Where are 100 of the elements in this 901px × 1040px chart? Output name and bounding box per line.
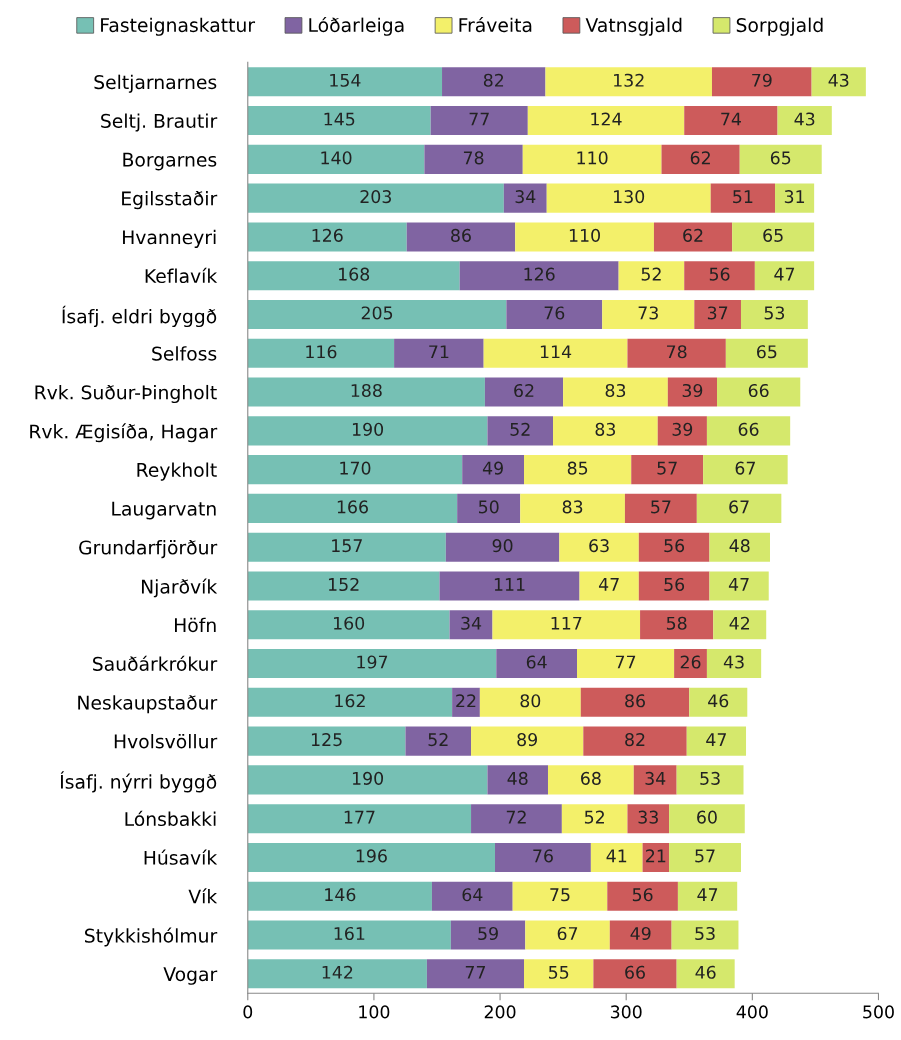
y-tick-label: Hvanneyri [123, 229, 216, 248]
bar [247, 493, 458, 523]
bar [559, 532, 639, 562]
bar [740, 299, 808, 330]
bar [609, 920, 672, 950]
bar [247, 571, 440, 601]
bar [525, 920, 610, 950]
data-label: 146 [325, 888, 356, 902]
bar [247, 765, 488, 795]
data-label: 22 [456, 694, 476, 708]
bar [247, 416, 488, 446]
y-tick-label: Grundarfjörður [79, 540, 218, 559]
data-label: 82 [625, 733, 645, 747]
data-label: 111 [494, 578, 525, 591]
bar [527, 106, 685, 136]
data-label: 57 [657, 461, 677, 475]
bar [684, 261, 755, 291]
legend-label: Vatnsgjald [585, 17, 682, 36]
data-label: 56 [632, 888, 653, 902]
bar [811, 67, 866, 97]
data-label: 197 [357, 655, 388, 669]
bar [247, 455, 463, 485]
data-label: 83 [562, 500, 583, 514]
bar [496, 649, 577, 679]
y-tick-label: Ísafj. eldri byggð [62, 305, 217, 328]
bar [247, 144, 425, 174]
bar [450, 920, 526, 950]
y-tick-label: Húsavík [144, 849, 218, 865]
bar [424, 144, 523, 174]
x-tick-label: 500 [863, 1005, 894, 1019]
bar [696, 493, 782, 523]
data-label: 47 [697, 888, 718, 902]
bar [553, 416, 658, 446]
data-label: 48 [507, 771, 528, 785]
bar [515, 222, 654, 252]
data-label: 47 [598, 578, 619, 591]
bar [739, 144, 822, 174]
bar [247, 842, 496, 872]
data-label: 33 [638, 810, 658, 824]
data-label: 34 [515, 190, 536, 204]
x-tick-label: 0 [243, 1005, 253, 1019]
bar [563, 377, 668, 407]
bar [677, 881, 738, 911]
data-label: 83 [595, 422, 616, 436]
data-label: 82 [483, 73, 504, 87]
legend-label: Fráveita [459, 16, 532, 33]
bar [706, 649, 762, 679]
data-label: 79 [752, 73, 772, 87]
bar [684, 106, 778, 136]
data-label: 130 [614, 190, 645, 204]
data-label: 196 [356, 849, 387, 863]
data-label: 125 [311, 733, 342, 747]
data-label: 78 [463, 151, 484, 165]
data-label: 71 [429, 345, 449, 359]
bar [711, 67, 812, 97]
x-tick-label: 100 [359, 1005, 390, 1019]
y-tick-label: Sauðárkrókur [93, 655, 218, 671]
data-label: 72 [506, 810, 526, 824]
x-tick-label: 300 [610, 1005, 642, 1019]
bar [545, 67, 712, 97]
y-tick-label: Njarðvík [141, 578, 218, 598]
bar [676, 959, 735, 989]
bar [394, 338, 484, 368]
bar [686, 726, 747, 756]
bar [627, 804, 670, 834]
bar [561, 804, 628, 834]
y-tick-label: Höfn [175, 617, 216, 633]
data-label: 77 [615, 655, 636, 669]
bar [247, 687, 453, 717]
data-label: 126 [524, 267, 555, 281]
bar [483, 338, 628, 368]
bar [524, 959, 594, 989]
data-label: 62 [514, 383, 534, 398]
bar [717, 377, 801, 407]
bar [471, 804, 562, 834]
data-label: 188 [351, 383, 382, 398]
bar [583, 726, 687, 756]
data-label: 124 [591, 112, 622, 126]
bar [579, 571, 639, 601]
data-label: 21 [646, 849, 666, 863]
data-label: 83 [605, 383, 626, 398]
data-label: 190 [352, 771, 384, 785]
bar [709, 532, 770, 562]
y-tick-label: Keflavík [145, 267, 218, 284]
bar [607, 881, 678, 911]
bar [431, 881, 513, 911]
legend-label: Sorpgjald [736, 17, 823, 36]
y-tick-label: Hvolsvöllur [114, 733, 218, 749]
data-label: 203 [360, 190, 391, 204]
data-label: 47 [706, 733, 726, 746]
bar [627, 338, 726, 368]
y-tick-label: Vogar [163, 967, 218, 985]
data-label: 62 [683, 228, 703, 242]
bar [638, 532, 710, 562]
data-label: 152 [328, 577, 359, 592]
bar [524, 455, 632, 485]
y-tick-label: Lónsbakki [125, 810, 216, 827]
data-label: 77 [469, 112, 489, 126]
data-label: 66 [738, 422, 759, 436]
bar [694, 299, 741, 330]
